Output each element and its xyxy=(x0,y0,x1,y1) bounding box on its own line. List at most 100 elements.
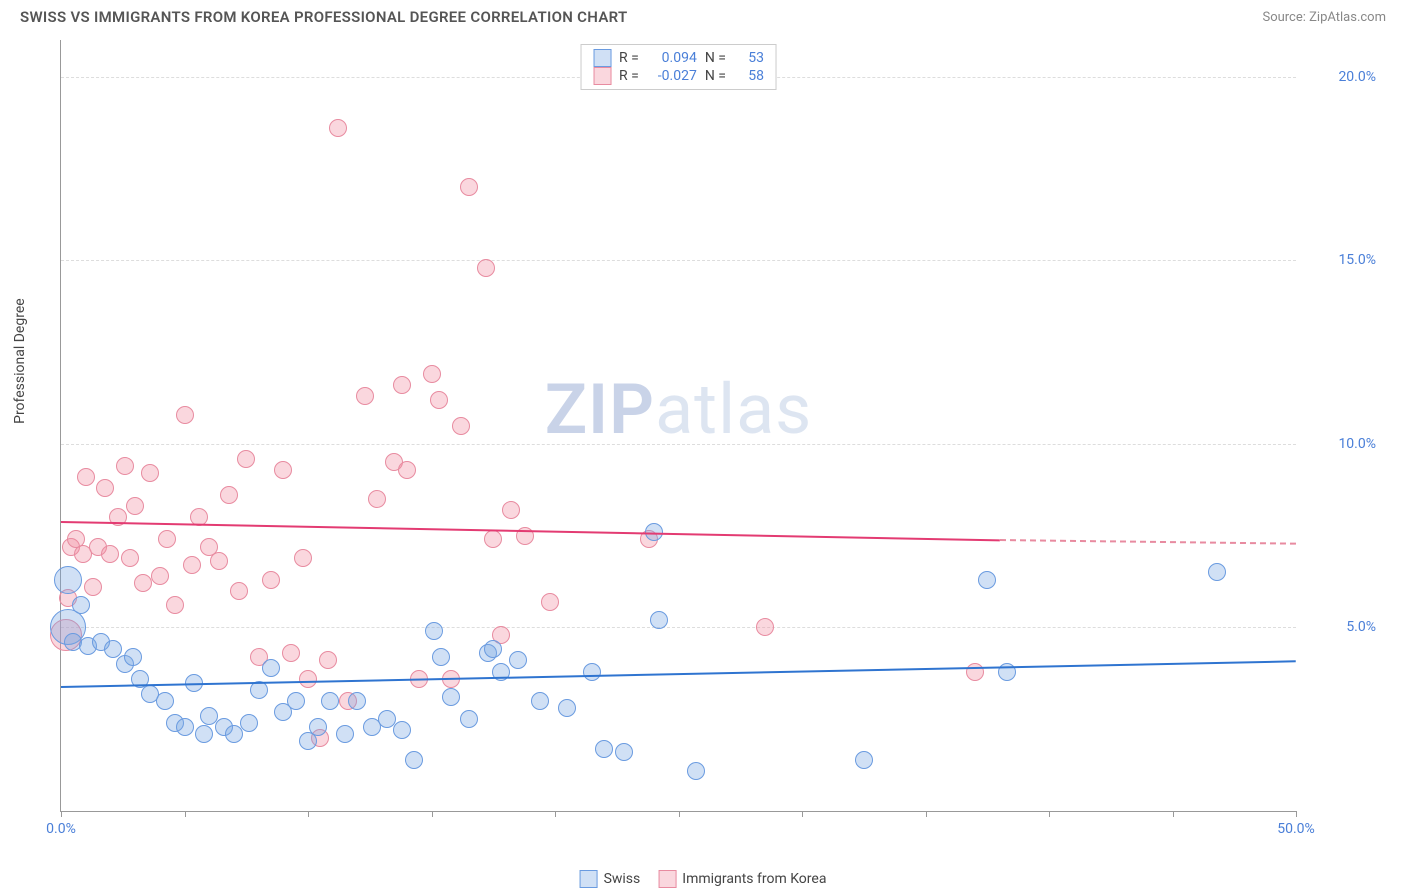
x-tick xyxy=(802,811,803,817)
x-tick xyxy=(1296,811,1297,817)
data-point xyxy=(151,567,169,585)
x-tick xyxy=(1049,811,1050,817)
data-point xyxy=(502,501,520,519)
n-value: 58 xyxy=(734,68,764,84)
data-point xyxy=(282,644,300,662)
data-point xyxy=(126,497,144,515)
data-point xyxy=(319,651,337,669)
data-point xyxy=(158,530,176,548)
data-point xyxy=(452,417,470,435)
n-label: N = xyxy=(705,68,726,84)
data-point xyxy=(176,718,194,736)
legend-label: Swiss xyxy=(604,871,641,887)
data-point xyxy=(262,659,280,677)
data-point xyxy=(558,699,576,717)
x-tick xyxy=(432,811,433,817)
data-point xyxy=(615,743,633,761)
trend-line xyxy=(61,660,1296,688)
data-point xyxy=(72,596,90,614)
data-point xyxy=(460,710,478,728)
data-point xyxy=(423,365,441,383)
n-label: N = xyxy=(705,50,726,66)
data-point xyxy=(650,611,668,629)
data-point xyxy=(134,574,152,592)
x-tick xyxy=(308,811,309,817)
watermark: ZIPatlas xyxy=(545,369,813,451)
data-point xyxy=(176,406,194,424)
legend-label: Immigrants from Korea xyxy=(682,871,826,887)
x-tick xyxy=(1173,811,1174,817)
data-point xyxy=(687,762,705,780)
data-point xyxy=(116,457,134,475)
data-point xyxy=(393,376,411,394)
data-point xyxy=(484,640,502,658)
legend-swatch xyxy=(658,870,676,888)
data-point xyxy=(430,391,448,409)
legend-item: Immigrants from Korea xyxy=(658,870,826,888)
data-point xyxy=(240,714,258,732)
x-tick-label: 0.0% xyxy=(46,821,76,837)
data-point xyxy=(274,461,292,479)
data-point xyxy=(141,464,159,482)
data-point xyxy=(356,387,374,405)
legend-row: R =0.094N =53 xyxy=(593,49,764,67)
trend-line xyxy=(1000,539,1296,545)
data-point xyxy=(442,688,460,706)
gridline xyxy=(61,444,1296,445)
data-point xyxy=(210,552,228,570)
data-point xyxy=(299,670,317,688)
data-point xyxy=(1208,563,1226,581)
chart-title: SWISS VS IMMIGRANTS FROM KOREA PROFESSIO… xyxy=(20,8,628,26)
data-point xyxy=(393,721,411,739)
data-point xyxy=(156,692,174,710)
data-point xyxy=(84,578,102,596)
x-tick xyxy=(679,811,680,817)
y-tick-label: 10.0% xyxy=(1306,436,1376,452)
source-label: Source: ZipAtlas.com xyxy=(1262,10,1386,25)
data-point xyxy=(425,622,443,640)
data-point xyxy=(321,692,339,710)
data-point xyxy=(336,725,354,743)
data-point xyxy=(96,479,114,497)
data-point xyxy=(509,651,527,669)
data-point xyxy=(460,178,478,196)
data-point xyxy=(230,582,248,600)
x-tick xyxy=(61,811,62,817)
r-label: R = xyxy=(619,68,639,84)
y-tick-label: 20.0% xyxy=(1306,69,1376,85)
plot-area: ZIPatlas R =0.094N =53R =-0.027N =58 5.0… xyxy=(60,40,1296,812)
r-value: 0.094 xyxy=(647,50,697,66)
data-point xyxy=(541,593,559,611)
data-point xyxy=(398,461,416,479)
y-axis-label: Professional Degree xyxy=(12,298,28,424)
data-point xyxy=(121,549,139,567)
data-point xyxy=(101,545,119,563)
data-point xyxy=(978,571,996,589)
data-point xyxy=(966,663,984,681)
data-point xyxy=(855,751,873,769)
data-point xyxy=(77,468,95,486)
chart-container: Professional Degree ZIPatlas R =0.094N =… xyxy=(48,40,1386,842)
data-point xyxy=(294,549,312,567)
gridline xyxy=(61,260,1296,261)
data-point xyxy=(309,718,327,736)
header: SWISS VS IMMIGRANTS FROM KOREA PROFESSIO… xyxy=(0,0,1406,32)
data-point xyxy=(262,571,280,589)
data-point xyxy=(756,618,774,636)
y-tick-label: 15.0% xyxy=(1306,252,1376,268)
data-point xyxy=(183,556,201,574)
legend-row: R =-0.027N =58 xyxy=(593,67,764,85)
x-tick-label: 50.0% xyxy=(1277,821,1315,837)
legend-swatch xyxy=(593,67,611,85)
data-point xyxy=(432,648,450,666)
y-tick-label: 5.0% xyxy=(1306,619,1376,635)
legend-swatch xyxy=(580,870,598,888)
data-point xyxy=(531,692,549,710)
data-point xyxy=(195,725,213,743)
data-point xyxy=(220,486,238,504)
data-point xyxy=(54,566,82,594)
x-tick xyxy=(555,811,556,817)
legend-item: Swiss xyxy=(580,870,641,888)
x-tick xyxy=(185,811,186,817)
correlation-legend: R =0.094N =53R =-0.027N =58 xyxy=(580,44,777,90)
